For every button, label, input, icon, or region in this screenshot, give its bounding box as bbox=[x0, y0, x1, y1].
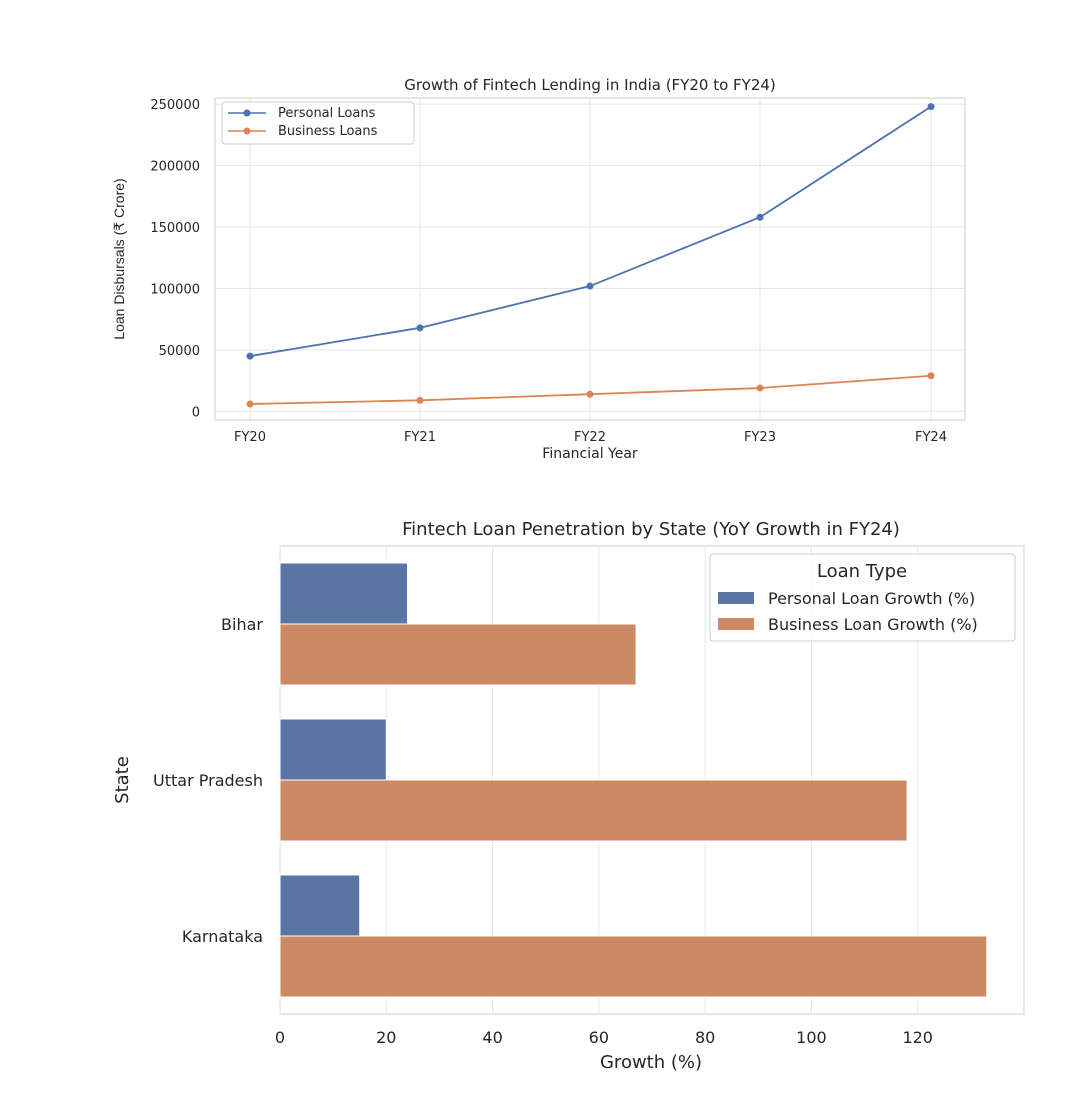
y-tick-label: 50000 bbox=[159, 344, 200, 359]
bar-uttar-pradesh-personal-loan-growth bbox=[279, 718, 387, 781]
line-chart-y-axis-label: Loan Disbursals (₹ Crore) bbox=[111, 178, 127, 339]
x-tick-label: 0 bbox=[275, 1028, 285, 1047]
line-chart-series bbox=[246, 103, 935, 408]
data-point-personal-loans bbox=[586, 282, 594, 290]
y-tick-label: Uttar Pradesh bbox=[153, 771, 263, 790]
bar-chart-x-axis-label: Growth (%) bbox=[600, 1052, 702, 1073]
x-tick-label: 80 bbox=[695, 1028, 715, 1047]
y-tick-label: Karnataka bbox=[182, 927, 263, 946]
legend-swatch-personal-loan-growth bbox=[718, 592, 754, 604]
legend-marker-personal-loans bbox=[243, 109, 251, 117]
y-tick-label: 250000 bbox=[150, 98, 200, 113]
y-tick-label: Bihar bbox=[221, 615, 263, 634]
y-tick-label: 0 bbox=[192, 405, 200, 420]
bar-chart-legend: Loan Type Personal Loan Growth (%) Busin… bbox=[709, 553, 1016, 642]
data-point-business-loans bbox=[416, 396, 424, 404]
y-tick-label: 200000 bbox=[150, 160, 200, 175]
legend-swatch-business-loan-growth bbox=[718, 618, 754, 630]
bar-chart: 0 20 40 60 80 100 120 Bihar Uttar Pradesh Karnat… bbox=[112, 519, 1025, 1073]
bar-bihar-business-loan-growth bbox=[279, 623, 637, 686]
legend-label-personal-loan-growth: Personal Loan Growth (%) bbox=[768, 589, 975, 608]
legend-label-business-loan-growth: Business Loan Growth (%) bbox=[768, 615, 978, 634]
legend-label-business-loans: Business Loans bbox=[278, 124, 378, 139]
x-tick-label: FY23 bbox=[744, 430, 776, 445]
bar-chart-x-ticks: 0 20 40 60 80 100 120 bbox=[275, 1028, 933, 1047]
line-chart-title: Growth of Fintech Lending in India (FY20… bbox=[404, 76, 776, 94]
line-chart-x-axis-label: Financial Year bbox=[542, 446, 638, 462]
bar-chart-legend-title: Loan Type bbox=[817, 561, 907, 582]
legend-label-personal-loans: Personal Loans bbox=[278, 106, 376, 121]
bar-karnataka-business-loan-growth bbox=[279, 935, 988, 998]
bar-chart-y-axis-label: State bbox=[112, 756, 133, 804]
data-point-personal-loans bbox=[927, 103, 935, 111]
x-tick-label: 40 bbox=[482, 1028, 502, 1047]
x-tick-label: 120 bbox=[902, 1028, 933, 1047]
x-tick-label: 100 bbox=[796, 1028, 827, 1047]
legend-marker-business-loans bbox=[243, 127, 251, 135]
data-point-business-loans bbox=[756, 384, 764, 392]
data-point-business-loans bbox=[586, 390, 594, 398]
x-tick-label: FY21 bbox=[404, 430, 436, 445]
data-point-business-loans bbox=[927, 372, 935, 380]
data-point-personal-loans bbox=[756, 213, 764, 221]
x-tick-label: FY22 bbox=[574, 430, 606, 445]
data-point-personal-loans bbox=[246, 352, 254, 360]
line-chart-grid bbox=[215, 98, 965, 420]
bar-chart-y-ticks: Bihar Uttar Pradesh Karnataka bbox=[153, 615, 263, 946]
bar-uttar-pradesh-business-loan-growth bbox=[279, 779, 908, 842]
y-tick-label: 150000 bbox=[150, 221, 200, 236]
bar-bihar-personal-loan-growth bbox=[279, 562, 409, 625]
line-chart-x-ticks: FY20 FY21 FY22 FY23 FY24 bbox=[234, 430, 947, 445]
bar-chart-bars bbox=[279, 562, 988, 998]
data-point-business-loans bbox=[246, 400, 254, 408]
line-chart-y-ticks: 0 50000 100000 150000 200000 250000 bbox=[150, 98, 200, 420]
x-tick-label: FY24 bbox=[915, 430, 947, 445]
x-tick-label: 20 bbox=[376, 1028, 396, 1047]
y-tick-label: 100000 bbox=[150, 282, 200, 297]
bar-chart-legend-box bbox=[709, 553, 1016, 642]
line-chart-legend: Personal Loans Business Loans bbox=[221, 101, 415, 145]
bar-chart-title: Fintech Loan Penetration by State (YoY G… bbox=[402, 519, 900, 540]
x-tick-label: FY20 bbox=[234, 430, 266, 445]
data-point-personal-loans bbox=[416, 324, 424, 332]
x-tick-label: 60 bbox=[589, 1028, 609, 1047]
bar-karnataka-personal-loan-growth bbox=[279, 874, 361, 937]
line-chart-legend-box bbox=[221, 101, 415, 145]
